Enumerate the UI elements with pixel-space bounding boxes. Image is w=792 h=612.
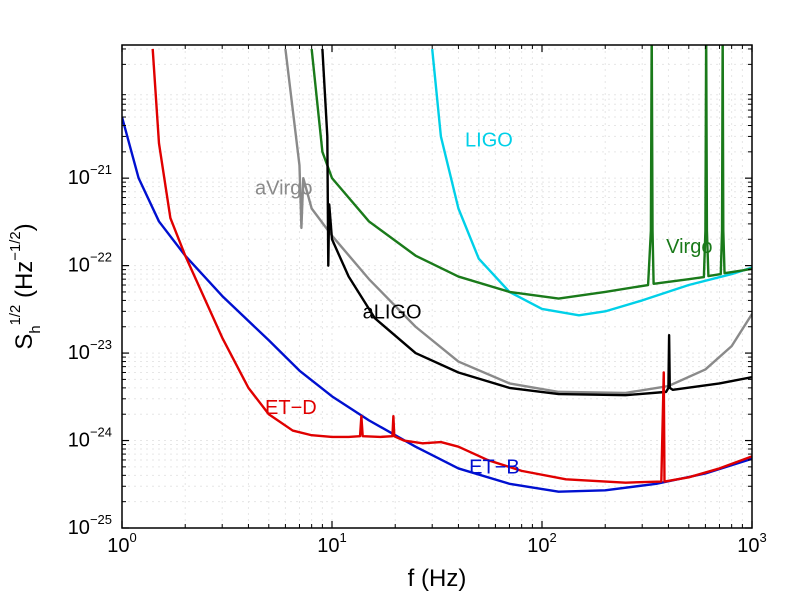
x-axis-label: f (Hz)	[408, 565, 467, 592]
series-label-ET−B: ET−B	[469, 456, 520, 478]
series-label-aVirgo: aVirgo	[255, 178, 312, 200]
sensitivity-chart: 10010110210310−2510−2410−2310−2210−21f (…	[0, 0, 792, 612]
series-label-LIGO: LIGO	[465, 130, 513, 152]
series-label-aLIGO: aLIGO	[363, 301, 422, 323]
series-label-ET−D: ET−D	[265, 397, 317, 419]
series-label-Virgo: Virgo	[666, 236, 712, 258]
